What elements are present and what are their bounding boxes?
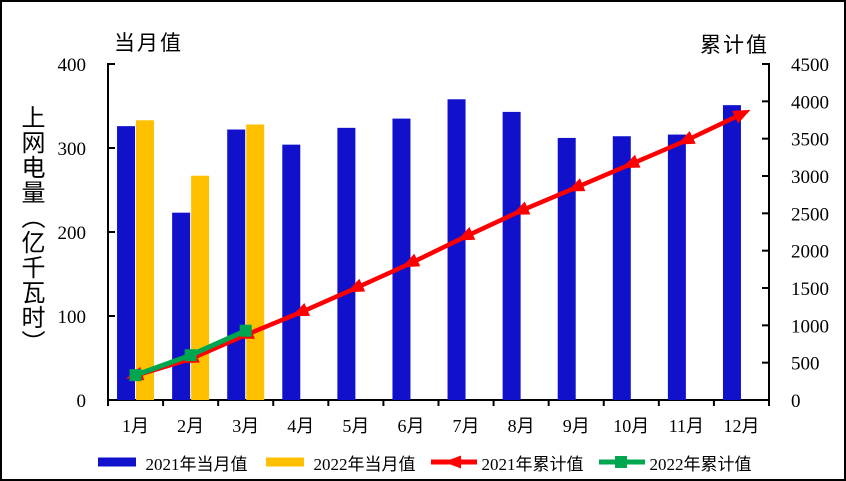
right-axis-tick-label: 3000 bbox=[791, 167, 829, 188]
bar bbox=[117, 126, 136, 400]
triangle-marker bbox=[732, 109, 751, 124]
right-axis-tick-label: 1000 bbox=[791, 316, 829, 337]
x-axis-category-label: 8月 bbox=[508, 416, 535, 436]
legend-item-2022-monthly: 2022年当月值 bbox=[263, 450, 416, 475]
x-axis-category-label: 6月 bbox=[397, 416, 424, 436]
legend-label: 2021年当月值 bbox=[145, 454, 248, 474]
x-axis-category-label: 4月 bbox=[287, 416, 314, 436]
legend-label: 2022年当月值 bbox=[313, 454, 416, 474]
bar bbox=[557, 137, 576, 401]
triangle-marker bbox=[346, 278, 366, 293]
left-axis-tick-label: 100 bbox=[58, 307, 87, 328]
right-axis-tick-label: 500 bbox=[791, 354, 820, 375]
legend-item-2021-cumulative: 2021年累计值 bbox=[430, 450, 584, 475]
bar bbox=[136, 120, 155, 400]
bars-2021年当月值 bbox=[117, 99, 741, 401]
triangle-marker bbox=[291, 303, 311, 317]
triangle-marker bbox=[677, 131, 696, 145]
left-axis-tick-label: 300 bbox=[58, 139, 87, 160]
axis-labels: 0100200300400050010001500200025003000350… bbox=[58, 55, 830, 436]
bar bbox=[282, 144, 301, 400]
bar bbox=[337, 127, 356, 400]
legend-item-2022-cumulative: 2022年累计值 bbox=[598, 450, 752, 475]
x-axis-category-label: 5月 bbox=[342, 416, 369, 436]
x-axis-category-label: 3月 bbox=[232, 416, 259, 436]
legend-label: 2021年累计值 bbox=[481, 454, 584, 474]
right-axis-tick-label: 3500 bbox=[791, 130, 829, 151]
legend: 2021年当月值 2022年当月值 2021年累计值 2022年累计值 bbox=[2, 450, 844, 474]
triangle-marker bbox=[622, 154, 641, 168]
legend-line-triangle-icon bbox=[430, 455, 477, 469]
right-axis-tick-label: 4500 bbox=[791, 55, 829, 76]
x-axis-category-label: 2月 bbox=[177, 416, 204, 436]
legend-line-square-icon bbox=[598, 456, 645, 468]
bar bbox=[246, 124, 265, 400]
triangle-marker bbox=[456, 227, 476, 241]
axes bbox=[107, 63, 770, 406]
bar bbox=[191, 175, 210, 400]
left-axis-tick-label: 400 bbox=[58, 55, 87, 76]
line-path bbox=[134, 112, 743, 378]
x-axis-category-label: 9月 bbox=[563, 416, 590, 436]
x-axis-category-label: 12月 bbox=[723, 416, 759, 436]
right-axis-tick-label: 2500 bbox=[791, 204, 829, 225]
triangle-marker bbox=[401, 253, 421, 268]
left-axis-tick-label: 200 bbox=[58, 223, 87, 244]
x-axis-category-label: 7月 bbox=[453, 416, 480, 436]
legend-bar-swatch-icon bbox=[97, 457, 136, 467]
bar bbox=[612, 136, 631, 401]
left-axis-title: 当月值 bbox=[114, 31, 183, 55]
right-axis-tick-label: 4000 bbox=[791, 92, 829, 113]
bar bbox=[392, 118, 411, 400]
bar bbox=[722, 105, 741, 400]
left-axis-tick-label: 0 bbox=[77, 391, 87, 412]
right-axis-title: 累计值 bbox=[700, 33, 769, 57]
triangle-marker bbox=[567, 178, 586, 192]
x-axis-category-label: 11月 bbox=[669, 416, 704, 436]
bar bbox=[447, 99, 466, 400]
square-marker bbox=[129, 369, 142, 382]
legend-bar-swatch-icon bbox=[265, 457, 304, 467]
x-axis-category-label: 1月 bbox=[122, 416, 149, 436]
x-axis-category-label: 10月 bbox=[613, 416, 649, 436]
line-2022年累计值 bbox=[129, 324, 252, 382]
bar bbox=[172, 212, 191, 400]
legend-item-2021-monthly: 2021年当月值 bbox=[95, 450, 248, 475]
triangle-marker bbox=[511, 201, 531, 215]
bar bbox=[227, 129, 246, 400]
right-axis-tick-label: 2000 bbox=[791, 242, 829, 263]
square-marker bbox=[239, 324, 252, 337]
square-marker bbox=[184, 349, 197, 362]
bar bbox=[502, 111, 521, 400]
y-axis-label: 上网电量（亿千瓦时） bbox=[17, 105, 43, 355]
bar bbox=[667, 134, 686, 400]
legend-label: 2022年累计值 bbox=[649, 454, 752, 474]
right-axis-tick-label: 0 bbox=[791, 391, 801, 412]
right-axis-tick-label: 1500 bbox=[791, 279, 829, 300]
